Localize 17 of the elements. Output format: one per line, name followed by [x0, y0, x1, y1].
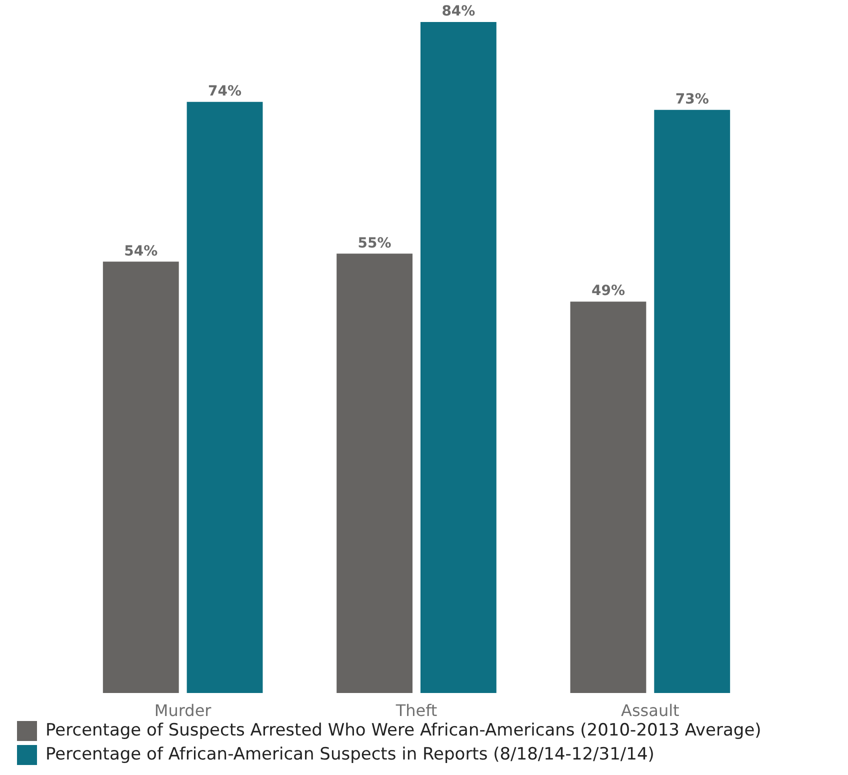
legend-label: Percentage of Suspects Arrested Who Were African-Americans (2010-2013 Average) [46, 720, 762, 740]
bar [570, 302, 646, 693]
data-label: 54% [124, 243, 158, 260]
bar [420, 22, 496, 693]
data-label: 49% [591, 283, 625, 300]
bar [336, 254, 413, 693]
x-tick-label: Assault [621, 700, 680, 720]
x-tick-label: Murder [154, 700, 212, 720]
data-label: 55% [358, 235, 392, 252]
x-tick-label: Theft [394, 700, 438, 720]
data-label: 84% [442, 4, 476, 20]
data-label: 74% [208, 84, 242, 100]
bar [102, 262, 179, 693]
bar [654, 110, 730, 693]
legend-label: Percentage of African-American Suspects in Reports (8/18/14-12/31/14) [46, 744, 654, 764]
data-label: 73% [675, 92, 709, 108]
bar [186, 102, 263, 693]
